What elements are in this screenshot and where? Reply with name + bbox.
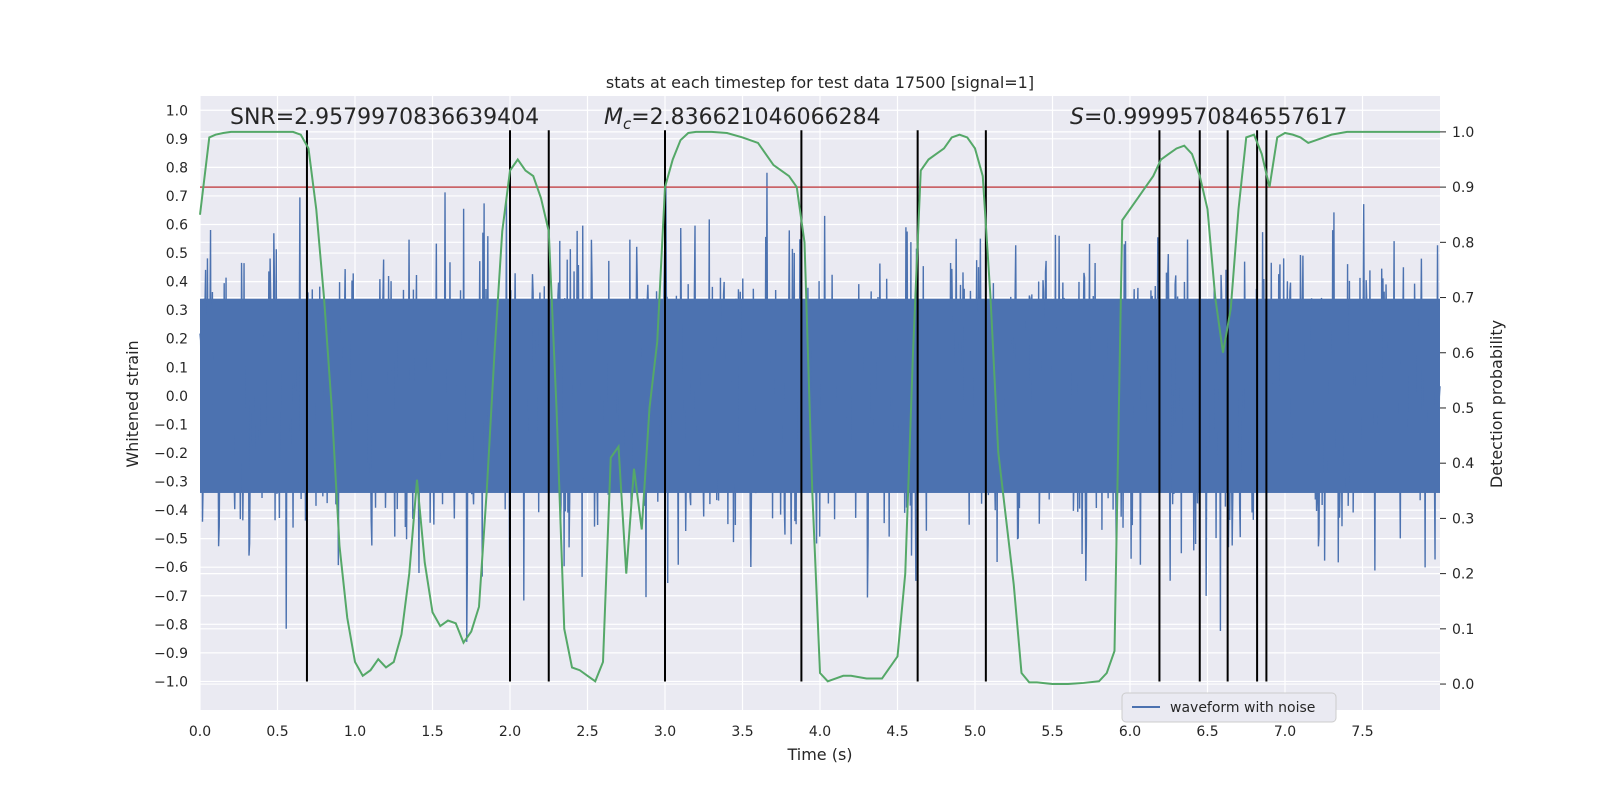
chirp-mass-value: =2.836621046066284	[631, 105, 880, 130]
x-tick-label: 2.5	[576, 724, 598, 740]
y-tick-label: −1.0	[154, 674, 188, 690]
x-axis-ticks: 0.0 0.5 1.0 1.5 2.0 2.5 3.0 3.5 4.0 4.5 5.0 5.5 6.0 6…	[189, 724, 1374, 740]
waveform-with-noise-series	[199, 172, 1441, 642]
detection-probability-line	[199, 130, 1440, 686]
y2-tick-label: 0.5	[1452, 401, 1474, 417]
y2-tick-label: 0.9	[1452, 180, 1474, 196]
y-tick-label: 0.2	[166, 332, 188, 348]
x-tick-label: 1.0	[344, 724, 366, 740]
legend-label: waveform with noise	[1170, 700, 1315, 716]
y-axis-label: Whitened strain	[123, 340, 142, 467]
x-tick-label: 5.0	[964, 724, 986, 740]
y2-tick-label: 0.4	[1452, 456, 1474, 472]
x-tick-label: 5.5	[1041, 724, 1063, 740]
y2-tick-label: 0.2	[1452, 567, 1474, 583]
y2-axis-ticks: 1.0 0.9 0.8 0.7 0.6 0.5 0.4 0.3 0.2 0.1 0.0	[1440, 125, 1474, 693]
y2-tick-label: 0.6	[1452, 346, 1474, 362]
x-tick-label: 1.5	[421, 724, 443, 740]
y2-tick-label: 0.3	[1452, 511, 1474, 527]
y-tick-label: 0.4	[166, 275, 188, 291]
x-tick-label: 3.0	[654, 724, 676, 740]
stat-s-value: =0.9999570846557617	[1084, 105, 1347, 130]
detection-probability-series	[199, 130, 1440, 686]
x-tick-label: 4.5	[886, 724, 908, 740]
chirp-mass-subscript: c	[623, 115, 632, 133]
y-axis-ticks: 1.0 0.9 0.8 0.7 0.6 0.5 0.4 0.3 0.2 0.1 0.0 −0.1 −0.…	[154, 103, 188, 690]
legend-box	[1121, 692, 1337, 723]
x-tick-label: 6.0	[1119, 724, 1141, 740]
legend: waveform with noise	[1121, 692, 1337, 723]
waveform-with-noise-line	[199, 172, 1441, 642]
y-tick-label: 0.7	[166, 189, 188, 205]
y-tick-label: 0.5	[166, 246, 188, 262]
x-tick-label: 0.0	[189, 724, 211, 740]
x-tick-label: 7.5	[1351, 724, 1373, 740]
y-tick-label: −0.5	[154, 532, 188, 548]
vertical-lines	[305, 130, 1268, 682]
y-tick-label: −0.6	[154, 560, 188, 576]
y-tick-label: 0.0	[166, 389, 188, 405]
snr-annotation: SNR=2.9579970836639404	[230, 105, 539, 130]
y2-tick-label: 0.0	[1452, 677, 1474, 693]
x-tick-label: 7.0	[1274, 724, 1296, 740]
chirp-mass-symbol: M	[604, 105, 623, 130]
y-tick-label: 0.3	[166, 303, 188, 319]
y-tick-label: −0.4	[154, 503, 188, 519]
y-tick-label: 0.6	[166, 218, 188, 234]
y-tick-label: 0.1	[166, 360, 188, 376]
y2-tick-label: 1.0	[1452, 125, 1474, 141]
x-tick-label: 0.5	[266, 724, 288, 740]
x-tick-label: 2.0	[499, 724, 521, 740]
y-tick-label: 0.8	[166, 160, 188, 176]
chart-title: stats at each timestep for test data 175…	[606, 73, 1034, 92]
y-tick-label: −0.1	[154, 417, 188, 433]
y2-axis-label: Detection probability	[1487, 320, 1506, 488]
x-tick-label: 4.0	[809, 724, 831, 740]
stat-s-symbol: S	[1070, 105, 1084, 130]
y-tick-label: 1.0	[166, 103, 188, 119]
y2-tick-label: 0.8	[1452, 235, 1474, 251]
y2-tick-label: 0.1	[1452, 622, 1474, 638]
stat-s-annotation: S=0.9999570846557617	[1070, 105, 1347, 130]
y-tick-label: −0.2	[154, 446, 188, 462]
x-axis-label: Time (s)	[786, 745, 852, 764]
y-tick-label: 0.9	[166, 132, 188, 148]
y-tick-label: −0.7	[154, 589, 188, 605]
x-tick-label: 6.5	[1196, 724, 1218, 740]
y-tick-label: −0.3	[154, 475, 188, 491]
x-tick-label: 3.5	[731, 724, 753, 740]
chirp-mass-annotation: Mc=2.836621046066284	[604, 105, 881, 133]
y-tick-label: −0.9	[154, 646, 188, 662]
y2-tick-label: 0.7	[1452, 291, 1474, 307]
y-tick-label: −0.8	[154, 617, 188, 633]
